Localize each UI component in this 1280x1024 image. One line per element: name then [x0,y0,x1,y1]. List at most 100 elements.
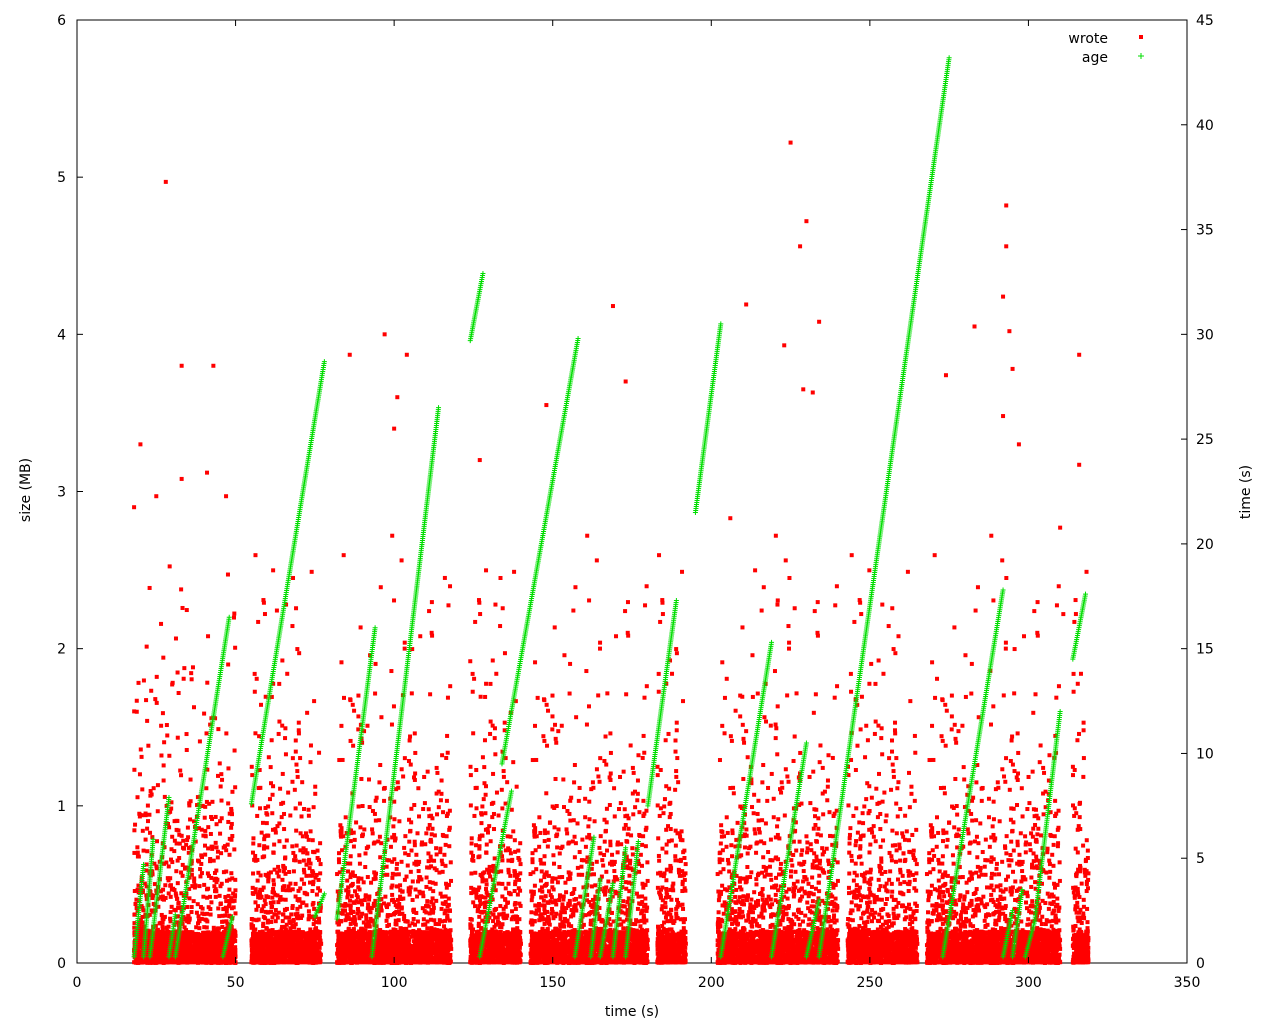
wrote-point [301,900,306,905]
wrote-point [296,927,301,932]
wrote-point [424,942,429,947]
wrote-point [373,898,378,903]
wrote-point [418,939,423,944]
wrote-point [403,851,408,856]
wrote-point [414,934,419,939]
wrote-point [298,848,303,853]
wrote-point [283,931,288,936]
wrote-point [286,790,291,795]
wrote-point [440,953,445,958]
wrote-point [290,905,295,910]
wrote-point [261,921,266,926]
wrote-point [249,948,254,953]
wrote-point [440,862,445,867]
wrote-point [180,939,185,944]
wrote-point [385,913,390,918]
wrote-point [260,929,265,934]
wrote-point [259,909,264,914]
wrote-point [283,951,288,956]
wrote-point [338,937,343,942]
wrote-point [304,834,309,839]
wrote-point [363,931,368,936]
wrote-point [187,801,192,806]
wrote-point [268,870,273,875]
wrote-point [392,817,397,822]
wrote-point [342,950,347,955]
wrote-point [249,943,254,948]
wrote-point [447,908,452,913]
wrote-point [223,930,228,935]
wrote-point [355,895,360,900]
wrote-point [227,852,232,857]
wrote-point [270,890,275,895]
wrote-point [394,922,399,927]
wrote-point [386,930,391,935]
wrote-point [295,769,300,774]
wrote-point [283,942,288,947]
wrote-point [317,750,322,755]
wrote-point [347,938,352,943]
wrote-point [276,910,281,915]
wrote-point [309,943,314,948]
wrote-point [316,944,321,949]
wrote-point [345,942,350,947]
wrote-point [429,930,434,935]
wrote-point [265,941,270,946]
wrote-point [279,801,284,806]
wrote-point [376,931,381,936]
wrote-point [314,892,319,897]
wrote-point [216,906,221,911]
wrote-point [313,920,318,925]
wrote-point [179,870,184,875]
wrote-point [385,937,390,942]
wrote-point [440,901,445,906]
wrote-point [359,876,364,881]
wrote-point [356,909,361,914]
wrote-point [434,791,439,796]
wrote-point [440,869,445,874]
wrote-point [153,944,158,949]
wrote-point [255,878,260,883]
wrote-point [355,940,360,945]
wrote-point [302,807,307,812]
wrote-point [370,827,375,832]
wrote-point [397,819,402,824]
wrote-point [170,680,175,685]
wrote-point [441,934,446,939]
wrote-point [202,956,207,961]
wrote-point [296,728,301,733]
wrote-point [364,916,369,921]
wrote-point [314,872,319,877]
wrote-point [280,924,285,929]
wrote-point [381,936,386,941]
wrote-point [254,944,259,949]
plot-frame [76,19,1188,964]
wrote-point [232,611,237,616]
wrote-point [157,954,162,959]
wrote-point [337,940,342,945]
wrote-point [438,935,443,940]
wrote-point [336,944,341,949]
wrote-point [445,933,450,938]
wrote-point [399,767,404,772]
wrote-point [293,806,298,811]
wrote-point [356,885,361,890]
wrote-point [155,955,160,960]
wrote-point [268,900,273,905]
wrote-point [164,957,169,962]
wrote-point [349,931,354,936]
wrote-point [277,719,282,724]
wrote-point [346,953,351,958]
wrote-point [204,786,209,791]
wrote-point [440,832,445,837]
wrote-point [181,838,186,843]
wrote-point [388,954,393,959]
wrote-point [298,886,303,891]
wrote-point [313,875,318,880]
wrote-point [175,931,180,936]
wrote-point [394,866,399,871]
wrote-point [379,715,384,720]
wrote-point [204,731,209,736]
wrote-point [300,780,305,785]
wrote-point [314,943,319,948]
